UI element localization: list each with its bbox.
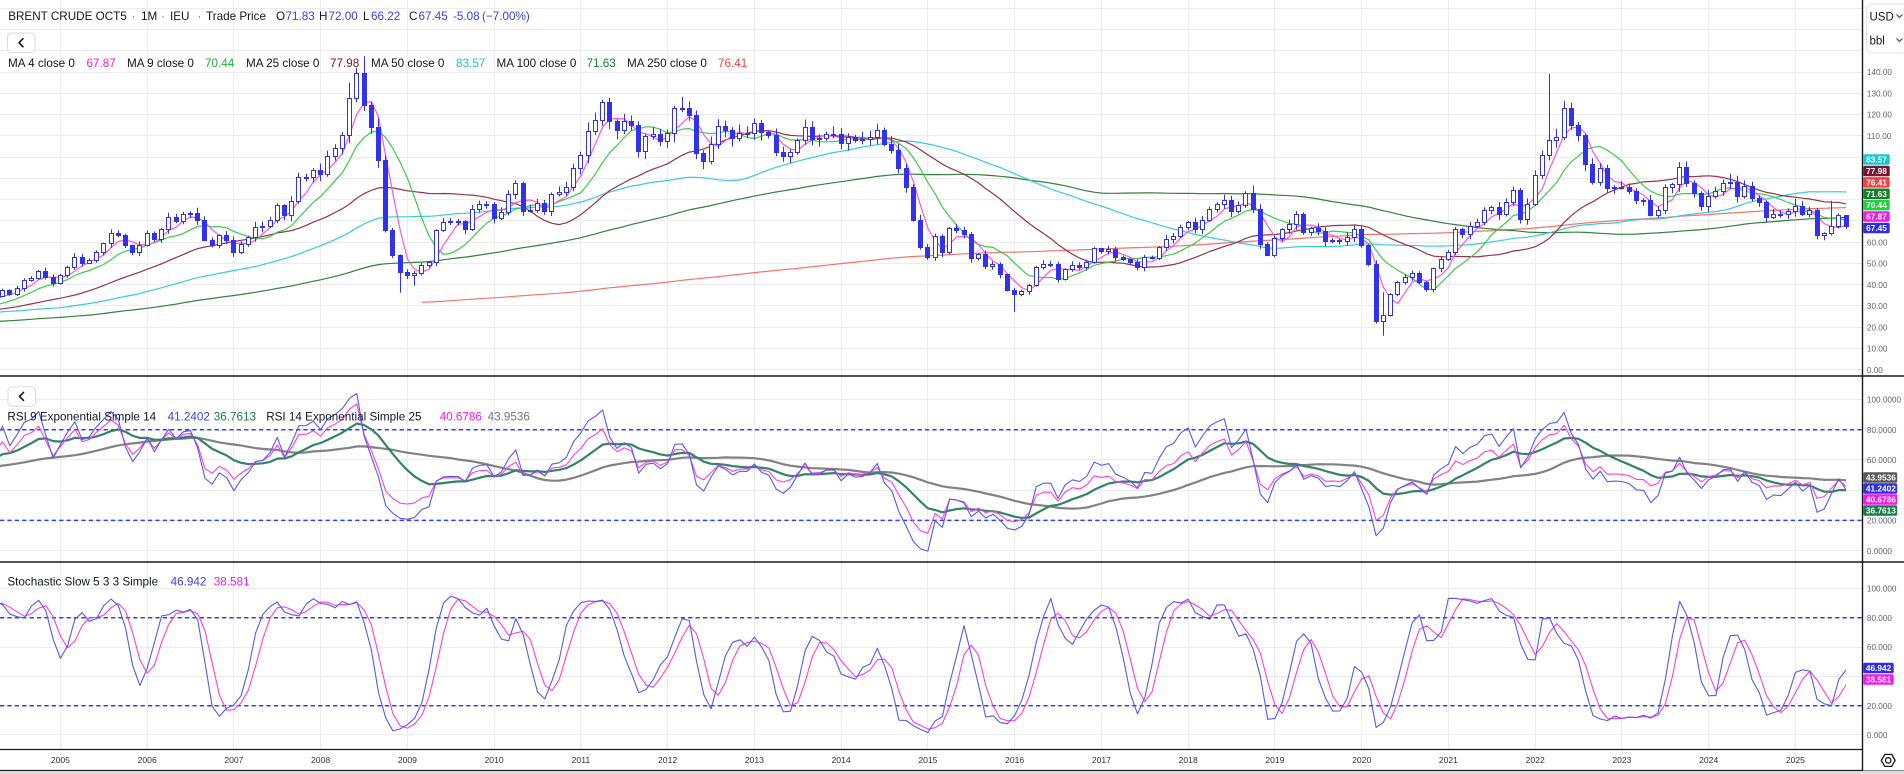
svg-text:2005: 2005	[51, 755, 70, 765]
svg-text:RSI 9 Exponential Simple 14: RSI 9 Exponential Simple 14	[7, 410, 156, 423]
svg-text:USD: USD	[1870, 12, 1894, 24]
svg-text:2020: 2020	[1352, 755, 1371, 765]
svg-text:2025: 2025	[1786, 755, 1805, 765]
svg-text:76.41: 76.41	[718, 57, 747, 70]
svg-text:40.6786: 40.6786	[440, 410, 482, 423]
svg-text:Trade Price: Trade Price	[206, 10, 266, 23]
svg-text:H: H	[319, 10, 327, 23]
svg-text:70.44: 70.44	[1866, 200, 1887, 210]
svg-text:120.00: 120.00	[1867, 111, 1892, 120]
svg-text:MA 25 close 0: MA 25 close 0	[246, 57, 320, 70]
svg-text:RSI 14 Exponential Simple 25: RSI 14 Exponential Simple 25	[266, 410, 422, 423]
svg-text:43.9536: 43.9536	[1866, 473, 1896, 483]
svg-text:2018: 2018	[1179, 755, 1198, 765]
svg-text:·: ·	[198, 10, 202, 23]
svg-text:2015: 2015	[918, 755, 937, 765]
svg-text:-5.08: -5.08	[453, 10, 480, 23]
svg-text:71.83: 71.83	[286, 10, 315, 23]
svg-text:71.63: 71.63	[1866, 189, 1887, 199]
svg-text:MA 4 close 0: MA 4 close 0	[8, 57, 75, 70]
svg-text:38.581: 38.581	[1866, 675, 1892, 685]
svg-text:80.000: 80.000	[1867, 614, 1892, 623]
svg-text:41.2402: 41.2402	[168, 410, 210, 423]
svg-text:46.942: 46.942	[171, 576, 207, 589]
svg-text:bbl: bbl	[1870, 36, 1885, 48]
svg-text:38.581: 38.581	[214, 576, 250, 589]
svg-text:2017: 2017	[1092, 755, 1111, 765]
svg-text:110.00: 110.00	[1867, 132, 1892, 141]
svg-text:2016: 2016	[1005, 755, 1024, 765]
svg-text:30.00: 30.00	[1867, 302, 1888, 311]
svg-text:71.63: 71.63	[587, 57, 616, 70]
svg-text:2011: 2011	[572, 755, 591, 765]
svg-text:2010: 2010	[485, 755, 504, 765]
svg-text:IEU: IEU	[170, 10, 189, 23]
svg-text:100.000: 100.000	[1867, 585, 1897, 594]
svg-text:0.000: 0.000	[1867, 731, 1888, 740]
svg-text:77.98: 77.98	[330, 57, 359, 70]
svg-text:0.00: 0.00	[1867, 366, 1883, 375]
svg-text:41.2402: 41.2402	[1866, 484, 1896, 494]
svg-text:10.00: 10.00	[1867, 345, 1888, 354]
svg-text:2007: 2007	[224, 755, 243, 765]
svg-text:130.00: 130.00	[1867, 90, 1892, 99]
svg-text:67.45: 67.45	[1866, 223, 1887, 233]
svg-text:2013: 2013	[745, 755, 764, 765]
svg-text:83.57: 83.57	[456, 57, 485, 70]
svg-text:50.00: 50.00	[1867, 260, 1888, 269]
svg-text:40.00: 40.00	[1867, 281, 1888, 290]
svg-text:67.45: 67.45	[419, 10, 449, 23]
svg-text:0.0000: 0.0000	[1867, 547, 1892, 556]
svg-text:46.942: 46.942	[1866, 663, 1892, 673]
svg-text:80.0000: 80.0000	[1867, 426, 1897, 435]
svg-text:BRENT CRUDE OCT5: BRENT CRUDE OCT5	[8, 10, 127, 23]
svg-text:MA 9 close 0: MA 9 close 0	[127, 57, 194, 70]
svg-text:2024: 2024	[1699, 755, 1718, 765]
svg-text:2009: 2009	[398, 755, 417, 765]
svg-text:2022: 2022	[1526, 755, 1545, 765]
svg-text:MA 100 close 0: MA 100 close 0	[497, 57, 577, 70]
svg-text:72.00: 72.00	[329, 10, 359, 23]
svg-text:MA 50 close 0: MA 50 close 0	[371, 57, 445, 70]
svg-text:2021: 2021	[1439, 755, 1458, 765]
svg-text:2023: 2023	[1612, 755, 1631, 765]
svg-text:43.9536: 43.9536	[488, 410, 530, 423]
svg-text:MA 250 close 0: MA 250 close 0	[627, 57, 707, 70]
svg-text:40.6786: 40.6786	[1866, 495, 1896, 505]
svg-text:2019: 2019	[1265, 755, 1284, 765]
svg-text:(−7.00%): (−7.00%)	[482, 10, 530, 23]
svg-text:2008: 2008	[311, 755, 330, 765]
svg-text:36.7613: 36.7613	[214, 410, 256, 423]
svg-text:C: C	[409, 10, 417, 23]
svg-text:·: ·	[161, 10, 165, 23]
svg-text:67.87: 67.87	[1866, 212, 1887, 222]
svg-text:2014: 2014	[832, 755, 851, 765]
svg-text:77.98: 77.98	[1866, 166, 1887, 176]
svg-text:O: O	[276, 10, 285, 23]
svg-text:20.0000: 20.0000	[1867, 517, 1897, 526]
svg-text:66.22: 66.22	[371, 10, 400, 23]
svg-text:L: L	[363, 10, 370, 23]
svg-text:67.87: 67.87	[87, 57, 116, 70]
svg-text:2012: 2012	[658, 755, 677, 765]
svg-text:60.00: 60.00	[1867, 238, 1888, 247]
svg-text:1M: 1M	[141, 10, 157, 23]
svg-text:20.000: 20.000	[1867, 702, 1892, 711]
svg-text:·: ·	[132, 10, 136, 23]
svg-text:70.44: 70.44	[205, 57, 235, 70]
svg-text:140.00: 140.00	[1867, 68, 1892, 77]
svg-text:Stochastic Slow 5 3 3 Simple: Stochastic Slow 5 3 3 Simple	[7, 576, 158, 589]
svg-text:60.0000: 60.0000	[1867, 456, 1897, 465]
svg-text:60.000: 60.000	[1867, 643, 1892, 652]
svg-text:76.41: 76.41	[1866, 177, 1887, 187]
svg-text:100.0000: 100.0000	[1867, 396, 1902, 405]
svg-text:83.57: 83.57	[1866, 155, 1887, 165]
svg-text:20.00: 20.00	[1867, 323, 1888, 332]
svg-text:36.7613: 36.7613	[1866, 506, 1896, 516]
svg-text:2006: 2006	[138, 755, 157, 765]
